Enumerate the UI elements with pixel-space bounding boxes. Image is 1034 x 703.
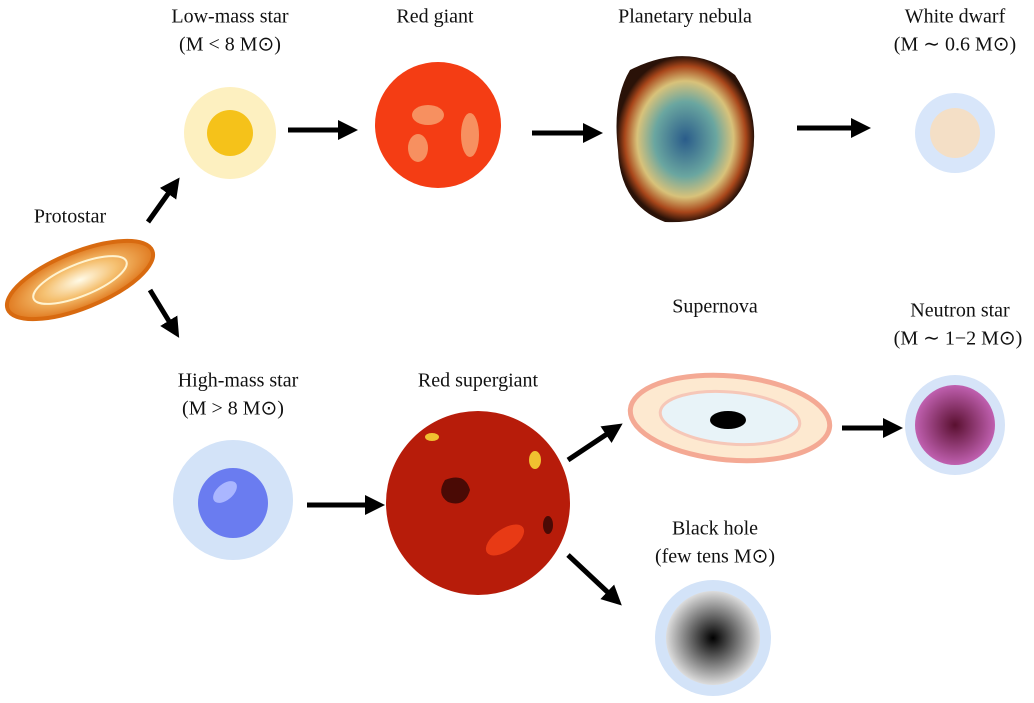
arrows [145, 118, 903, 606]
supernova-image [627, 372, 833, 464]
node-sublabel: (M ∼ 0.6 M⊙) [894, 34, 1016, 56]
node-sublabel: (few tens M⊙) [655, 546, 775, 568]
node-label: Low-mass star [171, 6, 289, 28]
arrow [566, 553, 622, 606]
node-label: Supernova [672, 296, 758, 318]
node-label: High-mass star [178, 370, 299, 392]
neutron-star-image [905, 375, 1005, 475]
node-label: Protostar [34, 206, 107, 228]
planetary-nebula-image [616, 56, 755, 223]
low-mass-star-image [184, 87, 276, 179]
node-label: Neutron star [910, 300, 1010, 322]
node-sublabel: (M > 8 M⊙) [182, 398, 284, 420]
red-giant-image [375, 62, 501, 188]
black-hole-image [655, 580, 771, 696]
arrow [566, 423, 623, 463]
protostar-image [4, 238, 156, 322]
arrow [145, 177, 180, 224]
node-label: White dwarf [905, 6, 1006, 28]
arrow [147, 288, 180, 338]
node-sublabel: (M < 8 M⊙) [179, 34, 281, 56]
node-label: Red giant [396, 6, 474, 28]
node-sublabel: (M ∼ 1−2 M⊙) [894, 328, 1023, 350]
red-supergiant-image [386, 411, 570, 595]
white-dwarf-image [915, 93, 995, 173]
high-mass-star-image [173, 440, 293, 560]
node-label: Planetary nebula [618, 6, 752, 28]
node-label: Red supergiant [418, 370, 539, 392]
node-label: Black hole [672, 518, 758, 540]
